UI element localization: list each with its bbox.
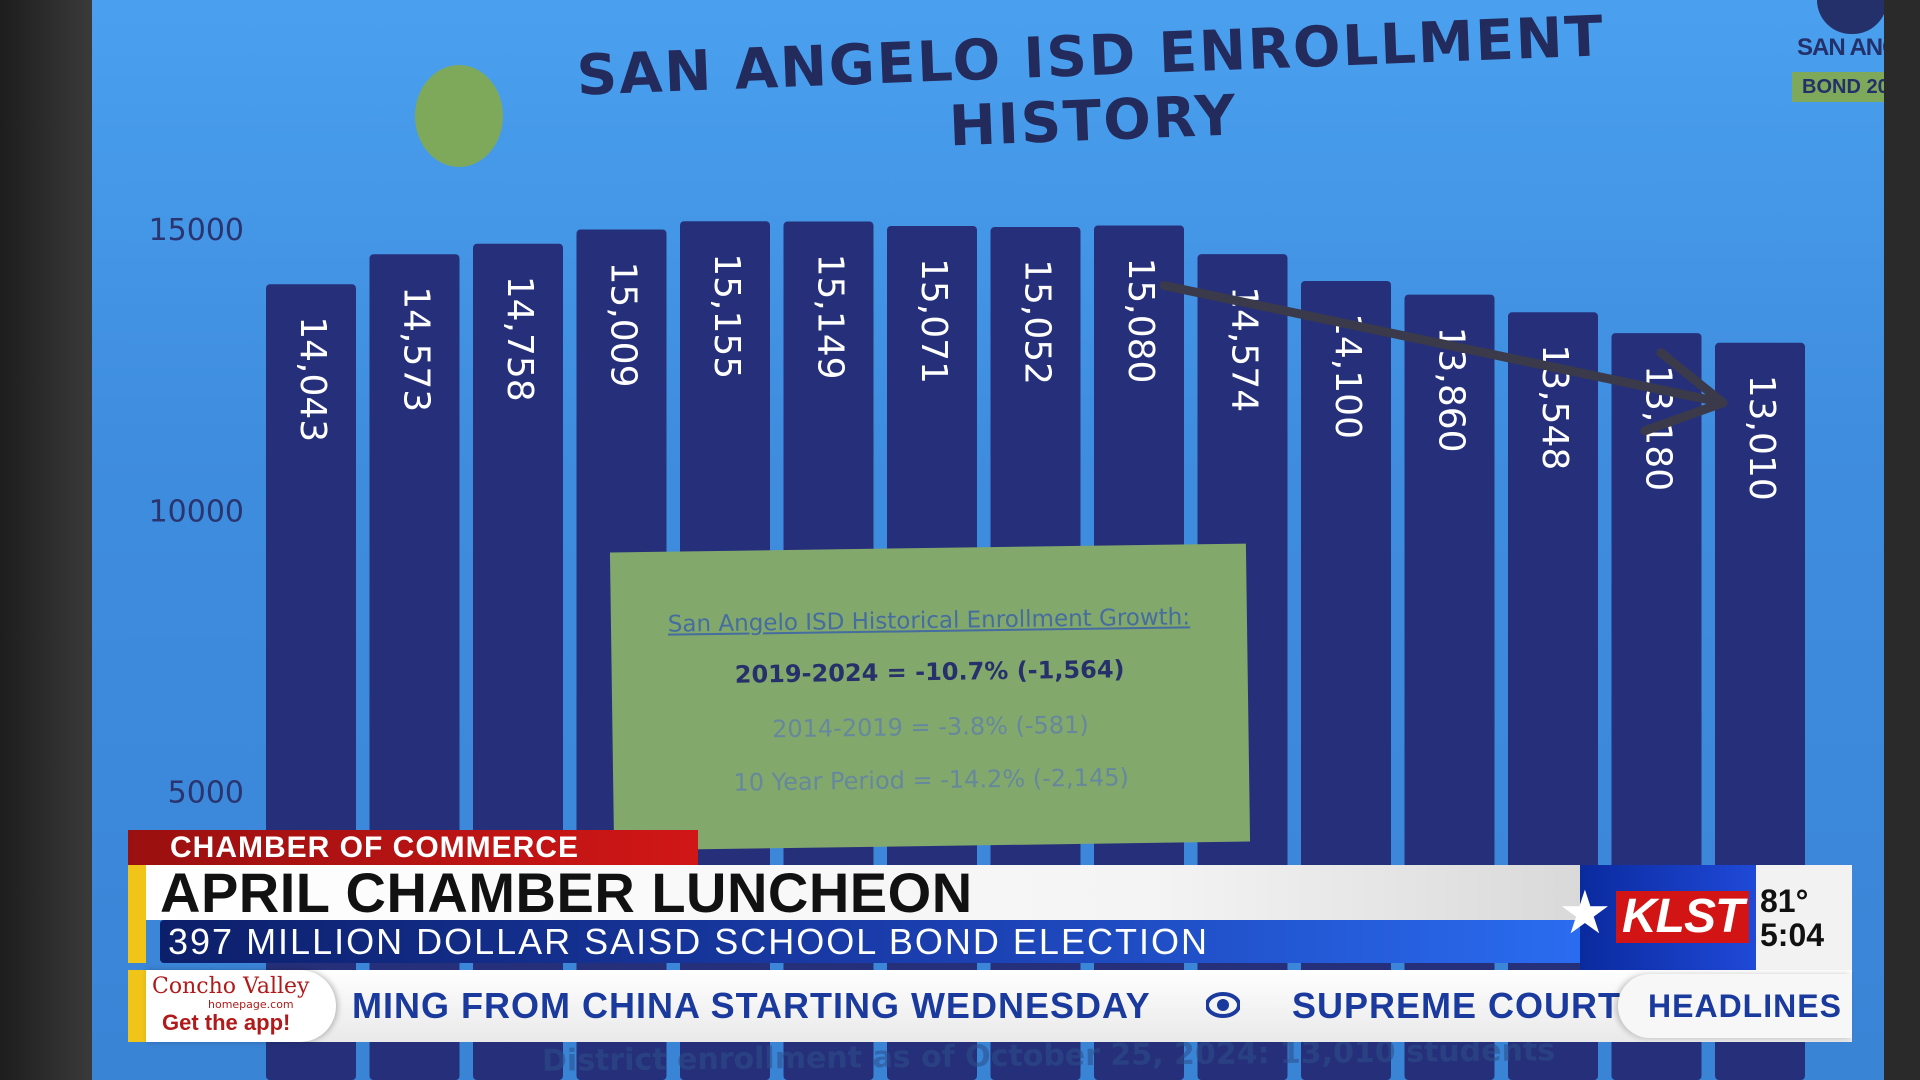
bar-value-label: 14,573	[396, 286, 437, 412]
ticker-item: MING FROM CHINA STARTING WEDNESDAY	[352, 985, 1151, 1026]
weather-time-box: 81° 5:04	[1756, 865, 1852, 970]
lower-third-kicker: CHAMBER OF COMMERCE	[128, 830, 698, 865]
station-name: KLST	[1616, 891, 1750, 943]
note-line-2019-2024: 2019-2024 = -10.7% (-1,564)	[734, 655, 1125, 689]
bond-logo-text: BOND 202	[1792, 72, 1884, 102]
frame-left-edge	[0, 0, 92, 1080]
bar-value-label: 15,009	[603, 262, 644, 388]
bar-value-label: 15,071	[913, 258, 954, 384]
bar-value-label: 13,010	[1741, 375, 1782, 501]
district-logo-text: SAN ANGELO IS	[1797, 34, 1884, 61]
lower-third-subhead: 397 MILLION DOLLAR SAISD SCHOOL BOND ELE…	[160, 920, 1580, 963]
ticker-section-label: HEADLINES	[1648, 988, 1842, 1024]
y-tick-label: 15000	[149, 213, 244, 248]
frame-right-edge	[1880, 0, 1920, 1080]
y-tick-label: 5000	[168, 776, 244, 811]
lower-third-accent	[128, 865, 146, 963]
enrollment-growth-note: San Angelo ISD Historical Enrollment Gro…	[609, 543, 1251, 851]
cbs-eye-icon	[1206, 992, 1240, 1018]
bar-value-label: 14,100	[1327, 313, 1368, 439]
station-logo: ★ KLST	[1558, 865, 1756, 970]
y-tick-label: 10000	[149, 494, 244, 529]
app-promo: Concho Valley homepage.com Get the app!	[146, 970, 336, 1042]
lower-third-headline: APRIL CHAMBER LUNCHEON	[146, 865, 1580, 921]
app-brand: Concho Valley	[152, 974, 310, 999]
bar-value-label: 15,155	[706, 253, 747, 379]
bar-value-label: 14,043	[292, 316, 333, 442]
news-ticker	[128, 970, 1852, 1042]
ticker-item-2: SUPREME COURT	[1292, 985, 1622, 1026]
ticker-section-tab: HEADLINES	[1618, 974, 1852, 1038]
note-title: San Angelo ISD Historical Enrollment Gro…	[667, 604, 1191, 638]
bar-value-label: 15,080	[1120, 257, 1161, 383]
app-site: homepage.com	[208, 998, 294, 1011]
title-green-dot	[415, 65, 503, 167]
bar-value-label: 14,758	[499, 276, 540, 402]
app-cta: Get the app!	[162, 1010, 291, 1035]
bar-value-label: 15,052	[1017, 259, 1058, 385]
bar-value-label: 15,149	[810, 254, 851, 380]
decline-arrow-icon	[1159, 280, 1728, 436]
clock-time: 5:04	[1760, 917, 1825, 953]
star-icon: ★	[1558, 878, 1612, 948]
note-line-2014-2019: 2014-2019 = -3.8% (-581)	[771, 710, 1089, 744]
note-line-10-year: 10 Year Period = -14.2% (-2,145)	[733, 763, 1130, 797]
ticker-accent	[128, 970, 146, 1042]
temperature: 81°	[1760, 883, 1809, 919]
